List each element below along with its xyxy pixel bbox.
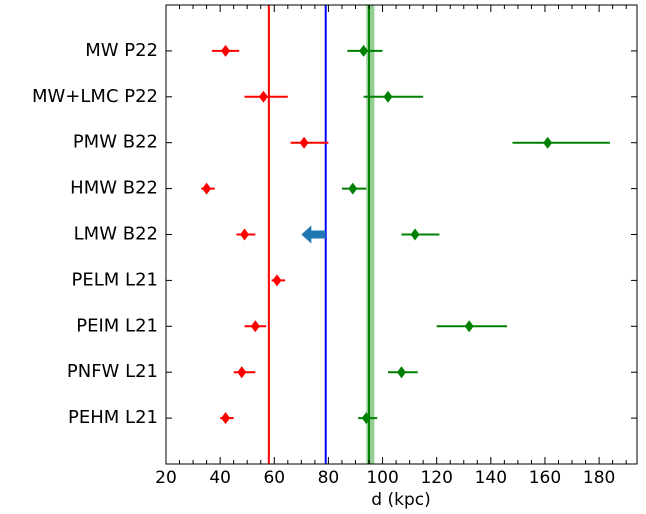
marker bbox=[361, 412, 371, 425]
x-tick-label: 20 bbox=[155, 468, 177, 488]
y-tick-label: MW+LMC P22 bbox=[32, 86, 158, 107]
marker bbox=[543, 136, 553, 149]
marker bbox=[410, 228, 420, 241]
marker bbox=[383, 90, 393, 103]
x-tick-label: 120 bbox=[420, 468, 452, 488]
x-axis-label: d (kpc) bbox=[371, 490, 430, 510]
marker bbox=[299, 136, 309, 149]
marker bbox=[250, 320, 260, 333]
x-tick-label: 100 bbox=[366, 468, 398, 488]
y-tick-label: PEHM L21 bbox=[68, 407, 158, 428]
x-tick-label: 140 bbox=[475, 468, 507, 488]
y-tick-label: MW P22 bbox=[85, 40, 158, 61]
x-tick-label: 80 bbox=[318, 468, 340, 488]
marker bbox=[348, 182, 358, 195]
marker bbox=[397, 366, 406, 379]
y-tick-label: PELM L21 bbox=[72, 269, 158, 290]
marker bbox=[221, 44, 231, 57]
x-tick-label: 180 bbox=[583, 468, 615, 488]
y-tick-label: PMW B22 bbox=[73, 132, 158, 153]
x-tick-label: 40 bbox=[209, 468, 231, 488]
marker bbox=[221, 412, 231, 425]
x-tick-label: 160 bbox=[529, 468, 561, 488]
y-tick-label: PEIM L21 bbox=[76, 315, 158, 336]
y-tick-label: PNFW L21 bbox=[67, 361, 158, 382]
marker bbox=[237, 366, 247, 379]
marker bbox=[202, 182, 212, 195]
marker bbox=[240, 228, 249, 241]
marker bbox=[359, 44, 369, 57]
y-tick-label: LMW B22 bbox=[74, 224, 158, 245]
y-tick-label: HMW B22 bbox=[70, 178, 158, 199]
x-tick-label: 60 bbox=[263, 468, 285, 488]
arrow bbox=[301, 225, 326, 244]
marker bbox=[258, 90, 268, 103]
marker bbox=[272, 274, 282, 287]
marker bbox=[464, 320, 474, 333]
band bbox=[366, 5, 375, 464]
